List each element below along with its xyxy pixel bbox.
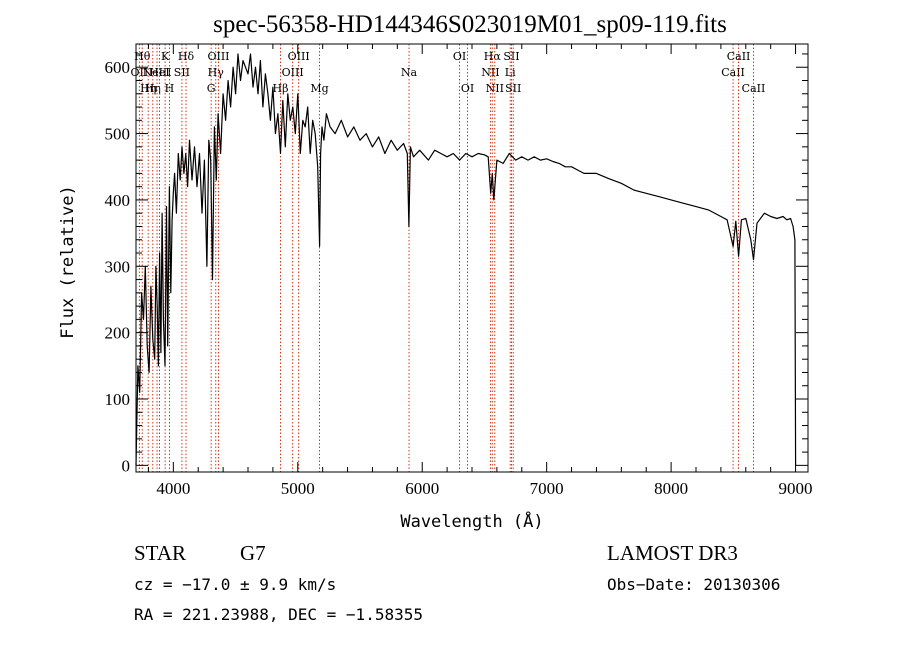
x-tick-label: 4000 xyxy=(156,479,190,498)
line-marker-label: SII xyxy=(503,50,519,63)
line-marker-label: Na xyxy=(401,66,418,79)
line-marker-label: Hγ xyxy=(208,66,225,79)
survey-name: LAMOST DR3 xyxy=(607,541,738,565)
x-tick-label: 8000 xyxy=(654,479,688,498)
line-marker-label: Mg xyxy=(310,82,328,95)
x-tick-label: 9000 xyxy=(779,479,813,498)
line-marker-label: CaII xyxy=(721,66,745,79)
line-marker-label: Li xyxy=(505,66,516,79)
y-tick-label: 300 xyxy=(105,257,131,276)
ra-dec: RA = 221.23988, DEC = −1.58355 xyxy=(134,605,423,624)
line-marker-label: Hδ xyxy=(178,50,195,63)
line-marker-label: OI xyxy=(453,50,466,63)
line-marker-label: NII xyxy=(486,82,504,95)
x-tick-label: 5000 xyxy=(281,479,315,498)
spectrum-line-flux xyxy=(135,53,797,466)
redshift-cz: cz = −17.0 ± 9.9 km/s xyxy=(134,575,336,594)
line-marker-label: SII xyxy=(505,82,521,95)
y-tick-label: 500 xyxy=(105,125,131,144)
line-marker-label: Hη xyxy=(140,82,156,95)
line-marker-label: CaII xyxy=(742,82,766,95)
line-marker-label: OIII xyxy=(282,66,304,79)
line-marker-label: K xyxy=(161,50,170,63)
subclass: G7 xyxy=(240,541,266,565)
obs-date: Obs−Date: 20130306 xyxy=(607,575,780,594)
x-tick-label: 6000 xyxy=(405,479,439,498)
y-tick-label: 100 xyxy=(105,390,131,409)
chart-title: spec-56358-HD144346S023019M01_sp09-119.f… xyxy=(213,11,727,38)
line-marker-label: HeI xyxy=(149,66,169,79)
line-marker-label: CaII xyxy=(727,50,751,63)
object-class: STAR xyxy=(134,541,186,565)
line-marker-label: Hθ xyxy=(134,50,151,63)
line-marker-label: Hη xyxy=(145,82,161,95)
line-marker-label: H xyxy=(165,82,175,95)
line-marker-label: G xyxy=(207,82,216,95)
line-marker-label: OII xyxy=(131,66,149,79)
line-marker-label: Hβ xyxy=(273,82,289,95)
line-marker-label: Hα xyxy=(484,50,502,63)
y-tick-label: 400 xyxy=(105,191,131,210)
y-axis-title: Flux (relative) xyxy=(58,185,78,339)
plot-frame xyxy=(135,43,809,473)
line-marker-label: SII xyxy=(174,66,190,79)
line-marker-label: NII xyxy=(481,66,499,79)
y-tick-label: 200 xyxy=(105,324,131,343)
line-marker-label: OI xyxy=(461,82,474,95)
line-marker-label: OIII xyxy=(207,50,229,63)
x-axis-title: Wavelength (Å) xyxy=(400,510,543,532)
x-tick-label: 7000 xyxy=(530,479,564,498)
y-tick-label: 600 xyxy=(105,58,131,77)
line-marker-label: OIII xyxy=(288,50,310,63)
line-marker-label: NeIII xyxy=(142,66,171,79)
y-tick-label: 0 xyxy=(122,456,131,475)
